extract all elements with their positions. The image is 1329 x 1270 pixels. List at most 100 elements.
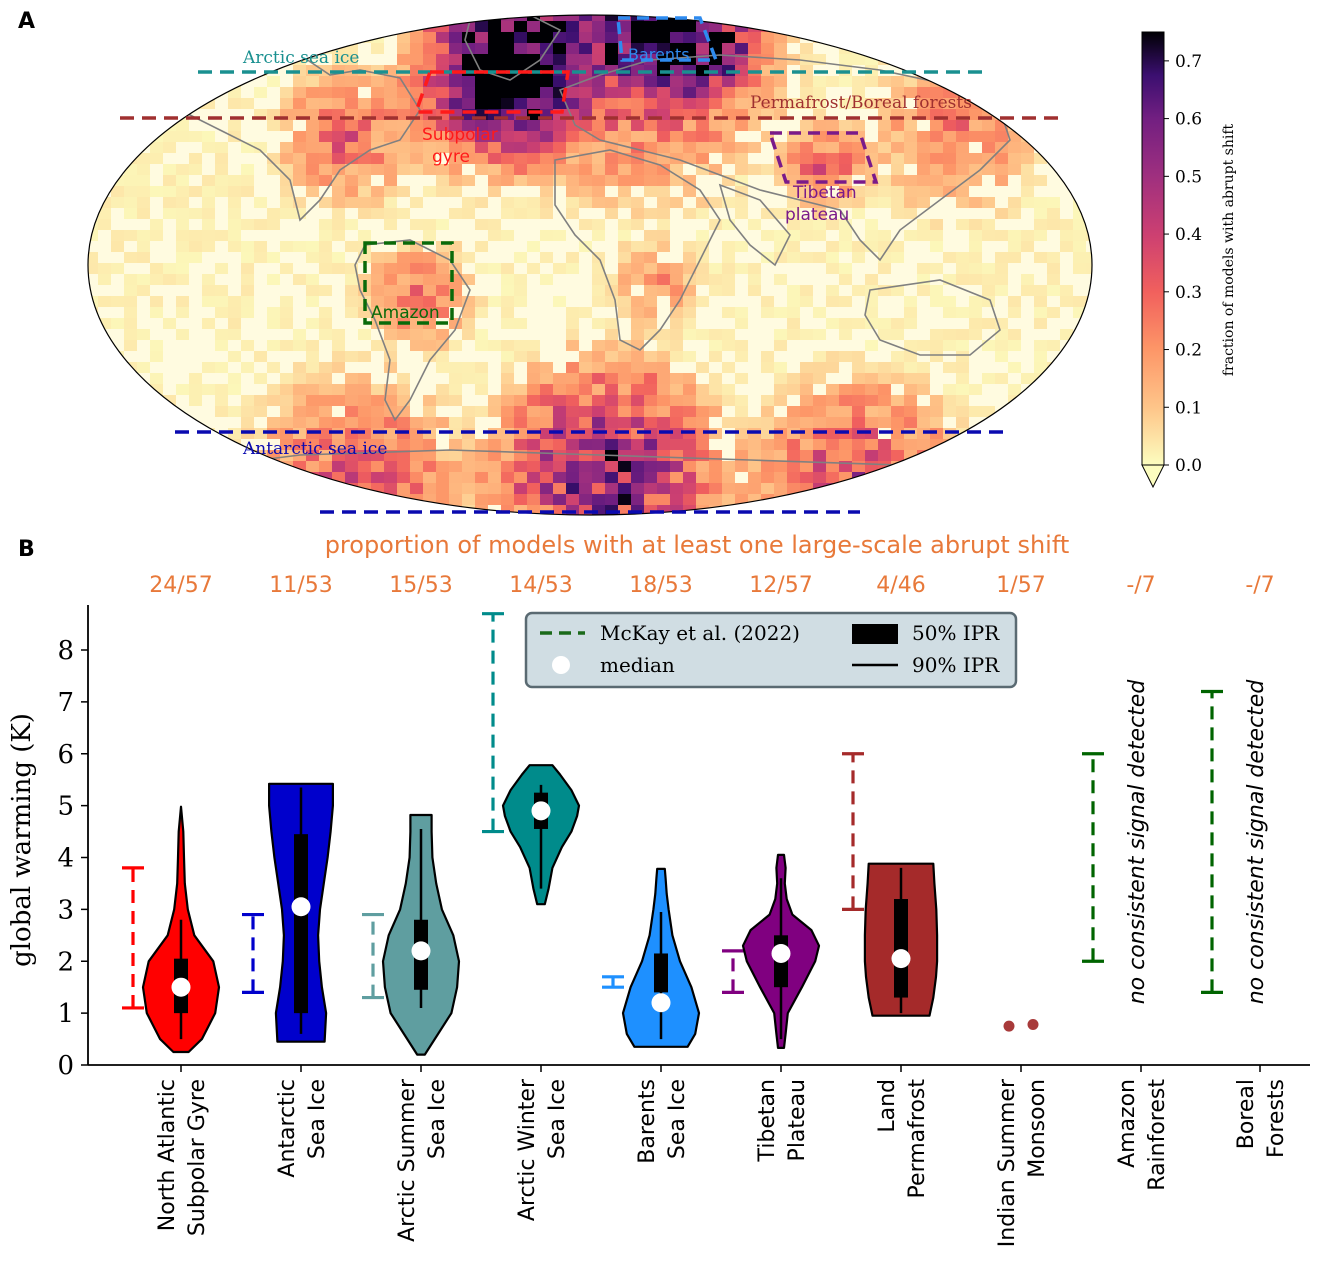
svg-text:Boreal: Boreal (1234, 1079, 1259, 1149)
x-tick-label: Amazon Rainforest (1115, 1079, 1170, 1191)
median-dot (171, 977, 191, 997)
no-signal-label: no consistent signal detected (1125, 679, 1150, 1005)
proportion-label: 1/57 (996, 573, 1045, 598)
violins (141, 764, 1039, 1056)
median-dot (531, 801, 551, 821)
colorbar-tick-label: 0.4 (1175, 225, 1202, 245)
svg-text:Rainforest: Rainforest (1145, 1079, 1170, 1191)
x-tick-label: Land Permafrost (875, 1079, 930, 1199)
ipr50-box (294, 834, 308, 1014)
svg-text:Barents: Barents (635, 1079, 660, 1164)
x-tick-label: Tibetan Plateau (755, 1079, 810, 1162)
region-subpolar-gyre: Subpolar gyre (413, 70, 571, 167)
monsoon-point (1027, 1019, 1039, 1031)
region-label-subpolar: Subpolar gyre (422, 125, 498, 167)
no-signal-label: no consistent signal detected (1244, 679, 1269, 1005)
x-tick-label: North Atlantic Subpolar Gyre (155, 1079, 210, 1236)
mckay-range (1201, 689, 1223, 994)
legend-mckay: McKay et al. (2022) (600, 621, 800, 645)
mckay-range (482, 612, 504, 834)
proportion-label: 14/53 (509, 573, 572, 598)
violin (741, 853, 821, 1049)
panel-a-label: A (18, 9, 35, 34)
violin (501, 764, 581, 906)
violin (381, 813, 461, 1056)
region-amazon: Amazon (363, 241, 454, 325)
colorbar: 0.0 0.1 0.2 0.3 0.4 0.5 0.6 0.7 fraction of mod… (1141, 31, 1237, 489)
violin (621, 867, 701, 1048)
svg-text:Antarctic: Antarctic (275, 1079, 300, 1178)
colorbar-tick-label: 0.2 (1175, 341, 1202, 361)
svg-text:Forests: Forests (1264, 1079, 1289, 1158)
colorbar-tick-label: 0.0 (1175, 456, 1202, 476)
mckay-range (842, 752, 864, 911)
y-tick-label: 4 (57, 844, 74, 874)
colorbar-tick-label: 0.3 (1175, 283, 1202, 303)
mckay-range (602, 975, 624, 989)
x-tick-label: Boreal Forests (1234, 1079, 1289, 1158)
violin (141, 805, 221, 1054)
x-tick-label: Arctic Summer Sea Ice (395, 1078, 450, 1242)
x-tick-label: Antarctic Sea Ice (275, 1079, 330, 1178)
y-axis: 0 1 2 3 4 5 6 7 8 (57, 605, 89, 1081)
region-permafrost: Permafrost/Boreal forests (120, 93, 1062, 120)
region-arctic-sea-ice: Arctic sea ice (198, 48, 985, 74)
ipr50-box (654, 953, 668, 993)
y-axis-label: global warming (K) (7, 713, 37, 967)
svg-text:North Atlantic: North Atlantic (155, 1079, 180, 1231)
svg-text:Arctic Summer: Arctic Summer (395, 1078, 420, 1242)
map-outline (87, 14, 1093, 516)
mckay-range (242, 912, 264, 994)
region-label-amazon: Amazon (371, 303, 440, 323)
svg-text:Amazon: Amazon (1115, 1079, 1140, 1168)
colorbar-label: fraction of models with abrupt shift (1221, 123, 1237, 376)
region-label-arctic: Arctic sea ice (242, 48, 359, 68)
legend: McKay et al. (2022) median 50% IPR 90% I… (524, 611, 1018, 689)
y-tick-label: 6 (57, 740, 74, 770)
proportion-label: 4/46 (876, 573, 925, 598)
region-label-barents: Barents (628, 45, 690, 64)
region-tibetan-plateau: Tibetan plateau (767, 131, 879, 225)
violin (863, 862, 939, 1017)
violin-chart: 0 1 2 3 4 5 6 7 8 North Atlantic Subpolar Gyre Ant… (7, 605, 1310, 1247)
proportion-label: -/7 (1245, 573, 1274, 598)
legend-median-swatch (552, 656, 570, 674)
svg-text:Subpolar Gyre: Subpolar Gyre (185, 1079, 210, 1236)
y-tick-label: 5 (57, 792, 74, 822)
mckay-range (722, 949, 744, 994)
legend-median: median (600, 653, 675, 677)
svg-text:Arctic Winter: Arctic Winter (515, 1078, 540, 1221)
colorbar-tick-label: 0.1 (1175, 398, 1202, 418)
y-tick-label: 8 (57, 636, 74, 666)
svg-text:Sea Ice: Sea Ice (305, 1079, 330, 1159)
region-label-permafrost: Permafrost/Boreal forests (750, 93, 972, 113)
region-antarctic-sea-ice: Antarctic sea ice (175, 430, 1005, 514)
ipr50-box (894, 899, 908, 998)
proportion-label: -/7 (1126, 573, 1155, 598)
panel-b-label: B (18, 537, 35, 562)
median-dot (291, 897, 311, 917)
median-dot (411, 941, 431, 961)
proportion-label: 15/53 (389, 573, 452, 598)
proportion-label: 18/53 (629, 573, 692, 598)
colorbar-tick-label: 0.7 (1175, 52, 1202, 72)
median-dot (651, 993, 671, 1013)
median-dot (771, 943, 791, 963)
region-label-antarctic: Antarctic sea ice (242, 439, 387, 459)
mckay-range (362, 912, 384, 1000)
proportion-label: 24/57 (149, 573, 212, 598)
mckay-ranges (122, 612, 1223, 1010)
legend-ipr90: 90% IPR (912, 653, 1000, 677)
region-label-tibetan: Tibetan plateau (785, 183, 857, 225)
y-tick-label: 3 (57, 895, 74, 925)
svg-text:Sea Ice: Sea Ice (665, 1079, 690, 1159)
colorbar-tick-label: 0.5 (1175, 167, 1202, 187)
proportion-title: proportion of models with at least one l… (325, 531, 1070, 559)
y-tick-label: 2 (57, 947, 74, 977)
median-dot (891, 949, 911, 969)
world-map: Arctic sea ice Barents Permafrost/Boreal… (87, 14, 1093, 516)
y-tick-label: 7 (57, 688, 74, 718)
svg-text:Monsoon: Monsoon (1025, 1079, 1050, 1178)
legend-ipr50: 50% IPR (912, 621, 1000, 645)
